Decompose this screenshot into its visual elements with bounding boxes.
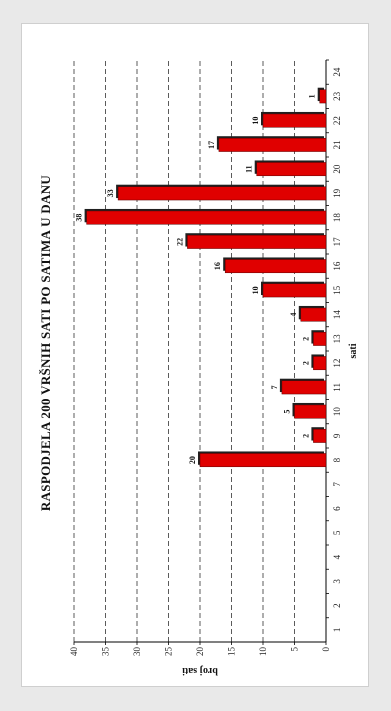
bar	[256, 162, 327, 177]
x-tick-label: 4	[332, 554, 342, 559]
data-label: 7	[270, 385, 279, 389]
bar	[262, 283, 327, 298]
y-tick-label: 15	[227, 647, 237, 657]
bar-chart: 0510152025303540123456782092105117122132…	[38, 59, 359, 676]
x-tick-label: 18	[332, 213, 342, 223]
data-label: 5	[283, 410, 292, 414]
x-tick-label: 5	[332, 530, 342, 535]
x-tick-label: 13	[332, 334, 342, 344]
x-tick-label: 15	[332, 285, 342, 295]
bar	[86, 210, 327, 225]
x-tick-label: 10	[332, 407, 342, 417]
data-label: 4	[289, 313, 298, 317]
x-tick-label: 6	[332, 506, 342, 511]
data-label: 10	[251, 117, 260, 125]
bar	[313, 356, 327, 371]
x-tick-label: 7	[332, 482, 342, 487]
bar	[218, 137, 327, 152]
x-tick-label: 2	[332, 603, 342, 608]
x-tick-label: 14	[332, 310, 342, 320]
y-axis-label: broj sati	[182, 665, 218, 676]
bar	[313, 428, 327, 443]
x-tick-label: 9	[332, 433, 342, 438]
document-page: 0 5 10 15 20 25 30 35 40 1 2 3 4 5 6 7 8 20 9 2 10 5 11 7 12 2 13 2…	[22, 24, 368, 686]
x-axis-label: sati	[348, 343, 359, 358]
bar	[224, 259, 327, 274]
x-tick-label: 8	[332, 457, 342, 462]
x-tick-label: 1	[332, 628, 342, 633]
bar	[187, 234, 327, 249]
y-tick-label: 20	[195, 647, 205, 657]
y-tick-label: 5	[290, 647, 300, 652]
bar	[281, 380, 327, 395]
bar	[294, 404, 327, 419]
x-tick-label: 20	[332, 164, 342, 174]
data-label: 20	[188, 456, 197, 464]
x-tick-label: 3	[332, 579, 342, 584]
bar	[199, 453, 327, 468]
y-tick-label: 25	[164, 647, 174, 657]
data-label: 17	[207, 141, 216, 149]
bar	[262, 113, 327, 128]
data-label: 10	[251, 286, 260, 294]
x-tick-label: 24	[332, 67, 342, 77]
y-tick-label: 0	[321, 647, 331, 652]
x-tick-label: 23	[332, 91, 342, 101]
x-tick-label: 17	[332, 237, 342, 247]
x-tick-label: 21	[332, 140, 342, 149]
y-tick-label: 30	[132, 647, 142, 657]
data-label: 1	[308, 94, 317, 98]
bar	[300, 307, 327, 322]
y-tick-label: 40	[69, 647, 79, 657]
plot-area: 0510152025303540123456782092105117122132…	[69, 59, 342, 657]
x-tick-label: 12	[332, 359, 342, 368]
chart-title: RASPODJELA 200 VRŠNIH SATI PO SATIMA U D…	[38, 175, 53, 511]
bar	[117, 186, 327, 201]
y-tick-label: 10	[258, 647, 268, 657]
x-tick-label: 11	[332, 383, 342, 392]
data-label: 22	[175, 238, 184, 246]
x-tick-label: 22	[332, 116, 342, 125]
data-label: 11	[245, 165, 254, 173]
data-label: 2	[301, 337, 310, 341]
bar	[319, 89, 327, 104]
y-tick-label: 35	[101, 647, 111, 657]
data-label: 33	[106, 189, 115, 197]
data-label: 2	[301, 434, 310, 438]
data-label: 2	[301, 361, 310, 365]
data-label: 38	[75, 214, 84, 222]
bar	[313, 331, 327, 346]
x-tick-label: 19	[332, 188, 342, 198]
data-label: 16	[213, 262, 222, 270]
x-tick-label: 16	[332, 261, 342, 271]
